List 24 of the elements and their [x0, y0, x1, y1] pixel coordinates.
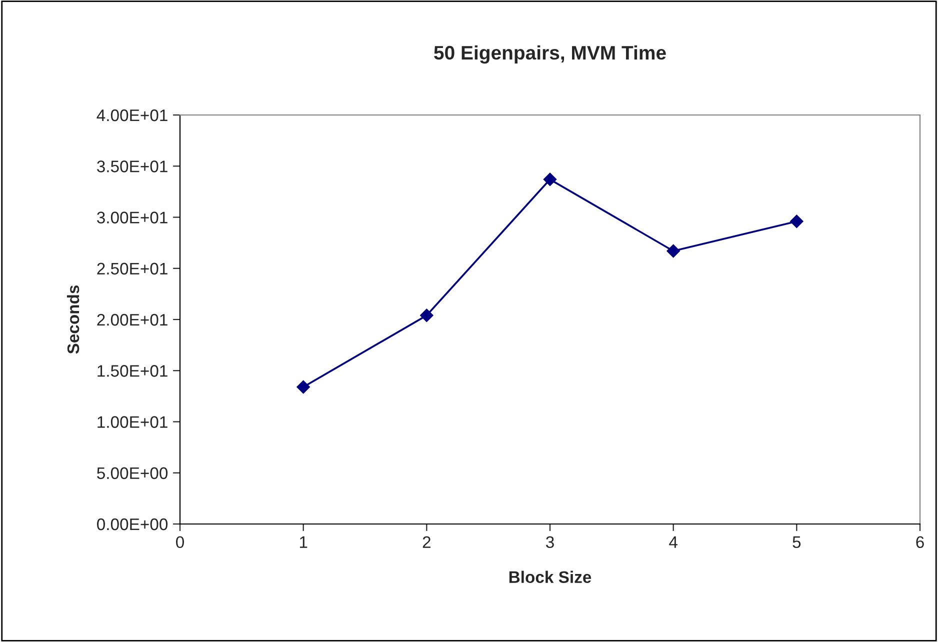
- x-tick-label: 0: [176, 536, 184, 548]
- x-tick-label: 5: [792, 536, 801, 548]
- y-tick-label: 5.00E+00: [97, 467, 168, 480]
- y-tick-label: 3.50E+01: [97, 160, 168, 172]
- x-tick-label: 4: [669, 536, 678, 548]
- x-tick-label: 6: [916, 536, 924, 548]
- x-tick-label: 1: [300, 536, 308, 548]
- y-tick-label: 4.00E+01: [96, 109, 168, 122]
- y-tick-label: 1.00E+01: [98, 416, 168, 428]
- x-tick-label: 3: [546, 536, 554, 548]
- chart-title: 50 Eigenpairs, MVM Time: [434, 45, 666, 64]
- x-axis-title: Block Size: [509, 570, 592, 584]
- y-tick-label: 1.50E+01: [98, 365, 168, 377]
- y-tick-label: 2.50E+01: [97, 262, 168, 275]
- y-tick-label: 2.00E+01: [97, 314, 168, 326]
- point: [543, 172, 557, 186]
- y-tick-label: 3.00E+01: [97, 212, 168, 224]
- y-axis-title: Seconds: [66, 285, 80, 354]
- y-tick-label: 0.00E+00: [97, 518, 168, 530]
- point: [790, 214, 804, 228]
- x-tick-label: 2: [422, 536, 430, 548]
- point: [666, 244, 680, 258]
- point: [420, 308, 434, 322]
- point: [296, 380, 310, 394]
